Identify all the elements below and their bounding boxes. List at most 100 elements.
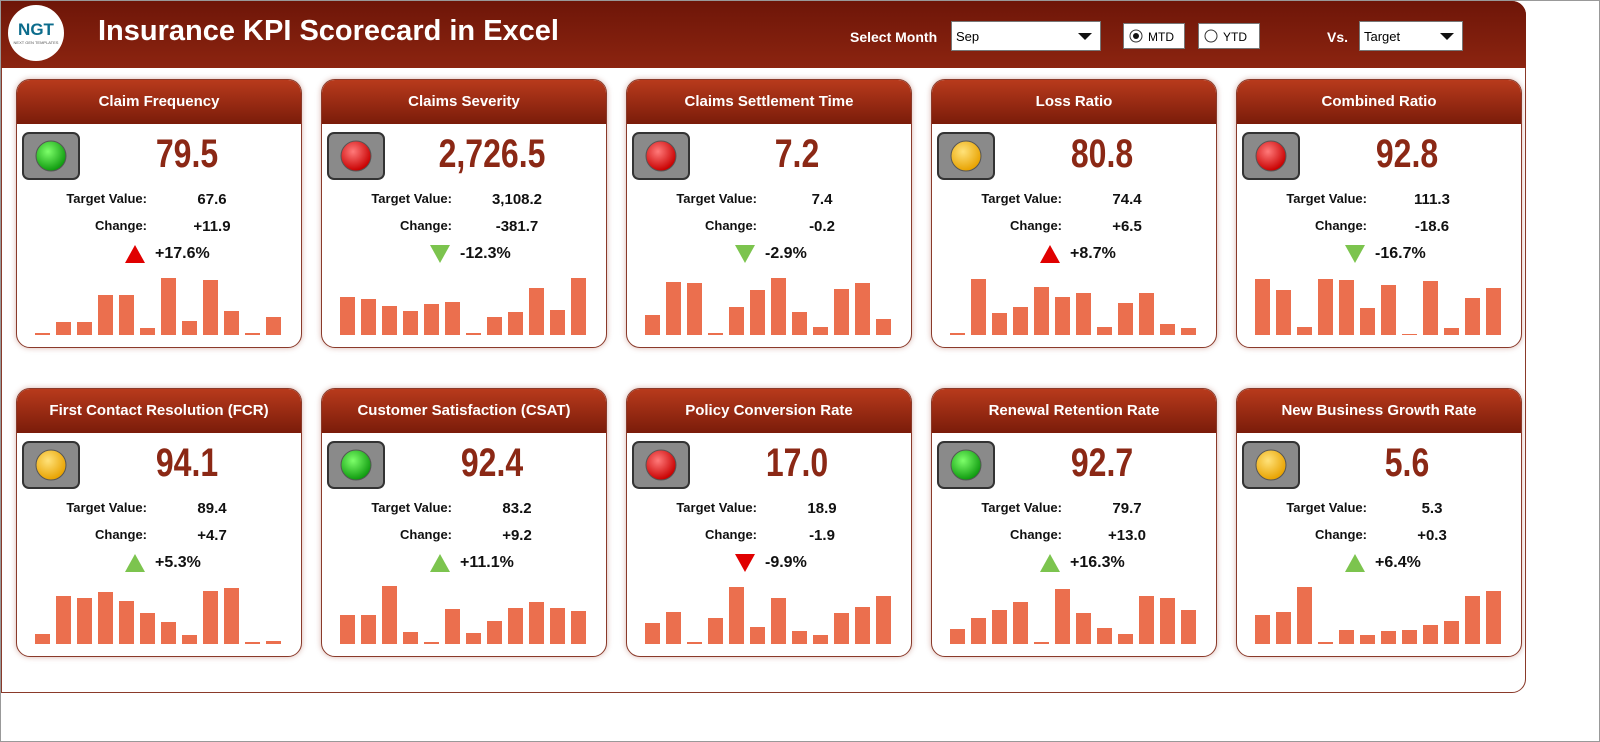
bar [1055,297,1070,335]
bar [550,310,565,335]
trend-arrow [430,245,450,263]
bar [876,596,891,644]
bar [1160,324,1175,335]
month-dropdown[interactable]: Sep [951,21,1101,51]
card-title: Renewal Retention Rate [932,389,1216,433]
bar [1034,642,1049,644]
bar [266,641,281,644]
change-value: +0.3 [1417,527,1447,544]
trend-arrow [1345,245,1365,263]
bar [708,618,723,644]
bar [1139,293,1154,335]
bar [645,315,660,335]
kpi-value: 92.7 [1070,441,1134,485]
bar [1276,612,1291,644]
change-percent: -9.9% [765,554,807,571]
bar [1013,602,1028,644]
bar [855,607,870,644]
bar [161,622,176,644]
bar [361,615,376,644]
trend-arrow [1040,554,1060,572]
bar [750,290,765,335]
card-title: Claims Severity [322,80,606,124]
bar [382,586,397,644]
card-title: New Business Growth Rate [1237,389,1521,433]
change-percent: +16.3% [1070,554,1125,571]
bar [1055,589,1070,644]
bar [571,278,586,335]
sparkbars [950,279,1196,335]
bar [950,629,965,644]
card-title: Claim Frequency [17,80,301,124]
bar [1444,621,1459,644]
light [645,140,677,172]
bar [666,282,681,335]
bar [245,333,260,335]
bar [1076,613,1091,644]
bar [56,596,71,644]
change-percent: -12.3% [460,245,511,262]
mtd-radio[interactable]: MTD [1123,23,1185,49]
target-label: Target Value: [66,191,147,206]
bar [266,317,281,335]
bar [1381,631,1396,644]
bar [340,297,355,335]
logo-subtext: NEXT GEN TEMPLATES [13,40,59,45]
target-label: Target Value: [676,191,757,206]
bar [729,587,744,644]
arrow [735,554,755,572]
kpi-value: 94.1 [155,441,219,485]
kpi-card: Claims Settlement Time 7.2 Target Value: 7.… [626,79,912,348]
target-label: Target Value: [1286,500,1367,515]
target-label: Target Value: [66,500,147,515]
trend-arrow [1345,554,1365,572]
target-value: 18.9 [807,500,837,517]
kpi-value: 80.8 [1070,132,1134,176]
change-value: +4.7 [197,527,227,544]
change-percent: -2.9% [765,245,807,262]
sparkbars [340,586,586,644]
change-value: -18.6 [1414,218,1450,235]
change-percent: +17.6% [155,245,210,262]
traffic-light [327,132,385,180]
bar [487,621,502,644]
change-label: Change: [400,218,452,233]
bar [1402,630,1417,644]
kpi-value: 92.8 [1375,132,1439,176]
change-value: +6.5 [1112,218,1142,235]
bar [361,299,376,335]
vs-label: Vs. [1327,29,1349,45]
target-value: 7.4 [811,191,833,208]
bar [1360,635,1375,644]
dropdown-arrow [1078,33,1092,40]
logo: NGT NEXT GEN TEMPLATES [8,5,64,61]
change-label: Change: [1315,527,1367,542]
light [645,449,677,481]
bar [182,635,197,644]
bar [1486,288,1501,335]
bar [792,631,807,644]
header: NGT NEXT GEN TEMPLATES Insurance KPI Sco… [1,1,1526,68]
vs-dropdown[interactable]: Target [1359,21,1463,51]
bar [466,333,481,335]
bar [1465,596,1480,644]
target-label: Target Value: [371,500,452,515]
bar [403,311,418,335]
bar [119,601,134,644]
light [340,449,372,481]
kpi-card: Combined Ratio 92.8 Target Value: 111.3 Chan… [1236,79,1522,348]
bar [771,278,786,335]
bar [708,333,723,335]
change-label: Change: [1010,527,1062,542]
bar [687,283,702,335]
ytd-radio[interactable]: YTD [1198,23,1260,49]
mtd-label: MTD [1148,30,1174,44]
change-label: Change: [95,527,147,542]
bar [1160,598,1175,644]
bar [466,633,481,644]
kpi-value: 7.2 [774,132,820,176]
bar [98,592,113,644]
arrow [430,554,450,572]
arrow [430,245,450,263]
bar [1297,327,1312,335]
